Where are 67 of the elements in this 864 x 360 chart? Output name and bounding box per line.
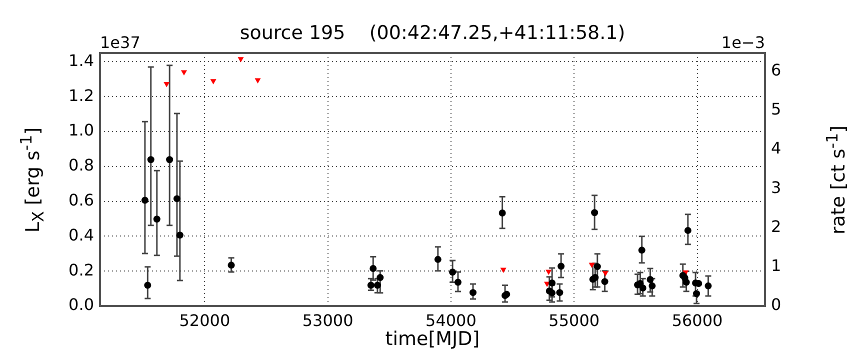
point	[367, 282, 374, 289]
point	[588, 262, 595, 268]
chart-title: source 195 (00:42:47.25,+41:11:58.1)	[240, 22, 626, 44]
point	[594, 263, 601, 270]
point	[591, 209, 598, 216]
y-tick-label: 0.2	[68, 260, 94, 280]
y2-tick-label: 5	[771, 100, 782, 119]
point	[141, 196, 148, 204]
point	[370, 264, 377, 272]
text: 1e37	[100, 33, 140, 52]
point	[144, 282, 152, 289]
point	[153, 216, 160, 223]
point	[164, 82, 170, 88]
point	[238, 57, 244, 62]
point	[558, 262, 565, 270]
point	[548, 279, 556, 286]
point	[695, 280, 702, 287]
point	[228, 262, 235, 269]
point	[376, 274, 384, 282]
point	[546, 270, 552, 275]
point	[639, 284, 646, 292]
point	[682, 278, 690, 286]
point	[374, 282, 381, 289]
point	[180, 70, 188, 76]
x-axis-title: time[MJD]	[384, 328, 481, 350]
point	[454, 278, 462, 286]
y-tick-label: 1.4	[68, 50, 94, 70]
y-tick-label: 0.4	[68, 225, 94, 244]
point	[434, 256, 442, 263]
point	[592, 274, 599, 282]
x-tick-label: 54000	[426, 310, 476, 330]
point	[166, 156, 174, 164]
point	[500, 268, 506, 274]
x-tick-label: 56000	[672, 310, 723, 330]
y-tick-label: 0.0	[68, 295, 94, 314]
point	[556, 289, 564, 296]
point	[646, 276, 654, 283]
point	[173, 195, 180, 202]
point	[548, 289, 556, 296]
point	[648, 282, 656, 290]
point	[176, 232, 184, 239]
point	[254, 78, 261, 84]
point	[704, 282, 712, 290]
y-tick-label: 0.8	[68, 156, 94, 175]
point	[449, 268, 456, 276]
y2-tick-label: 2	[771, 216, 782, 236]
x-tick-label: 53000	[302, 310, 354, 330]
point	[693, 290, 700, 298]
y2-tick-label: 4	[771, 138, 782, 158]
point	[601, 278, 608, 286]
y2-tick-label: 3	[771, 178, 782, 197]
point	[210, 79, 216, 84]
point	[470, 289, 477, 296]
point	[684, 226, 692, 234]
point	[498, 210, 506, 216]
y-tick-label: 0.6	[68, 190, 94, 210]
text: 1e−3	[721, 33, 765, 52]
y2-tick-label: 1	[771, 256, 782, 276]
point	[602, 271, 608, 276]
y-tick-label: 1.0	[68, 120, 94, 140]
point	[638, 246, 646, 254]
y2-tick-label: 6	[771, 60, 782, 80]
y2-tick-label: 0	[771, 295, 782, 314]
x-tick-label: 52000	[179, 310, 230, 330]
y-tick-label: 1.2	[68, 86, 94, 105]
x-tick-label: 55000	[548, 310, 600, 330]
point	[147, 156, 154, 164]
